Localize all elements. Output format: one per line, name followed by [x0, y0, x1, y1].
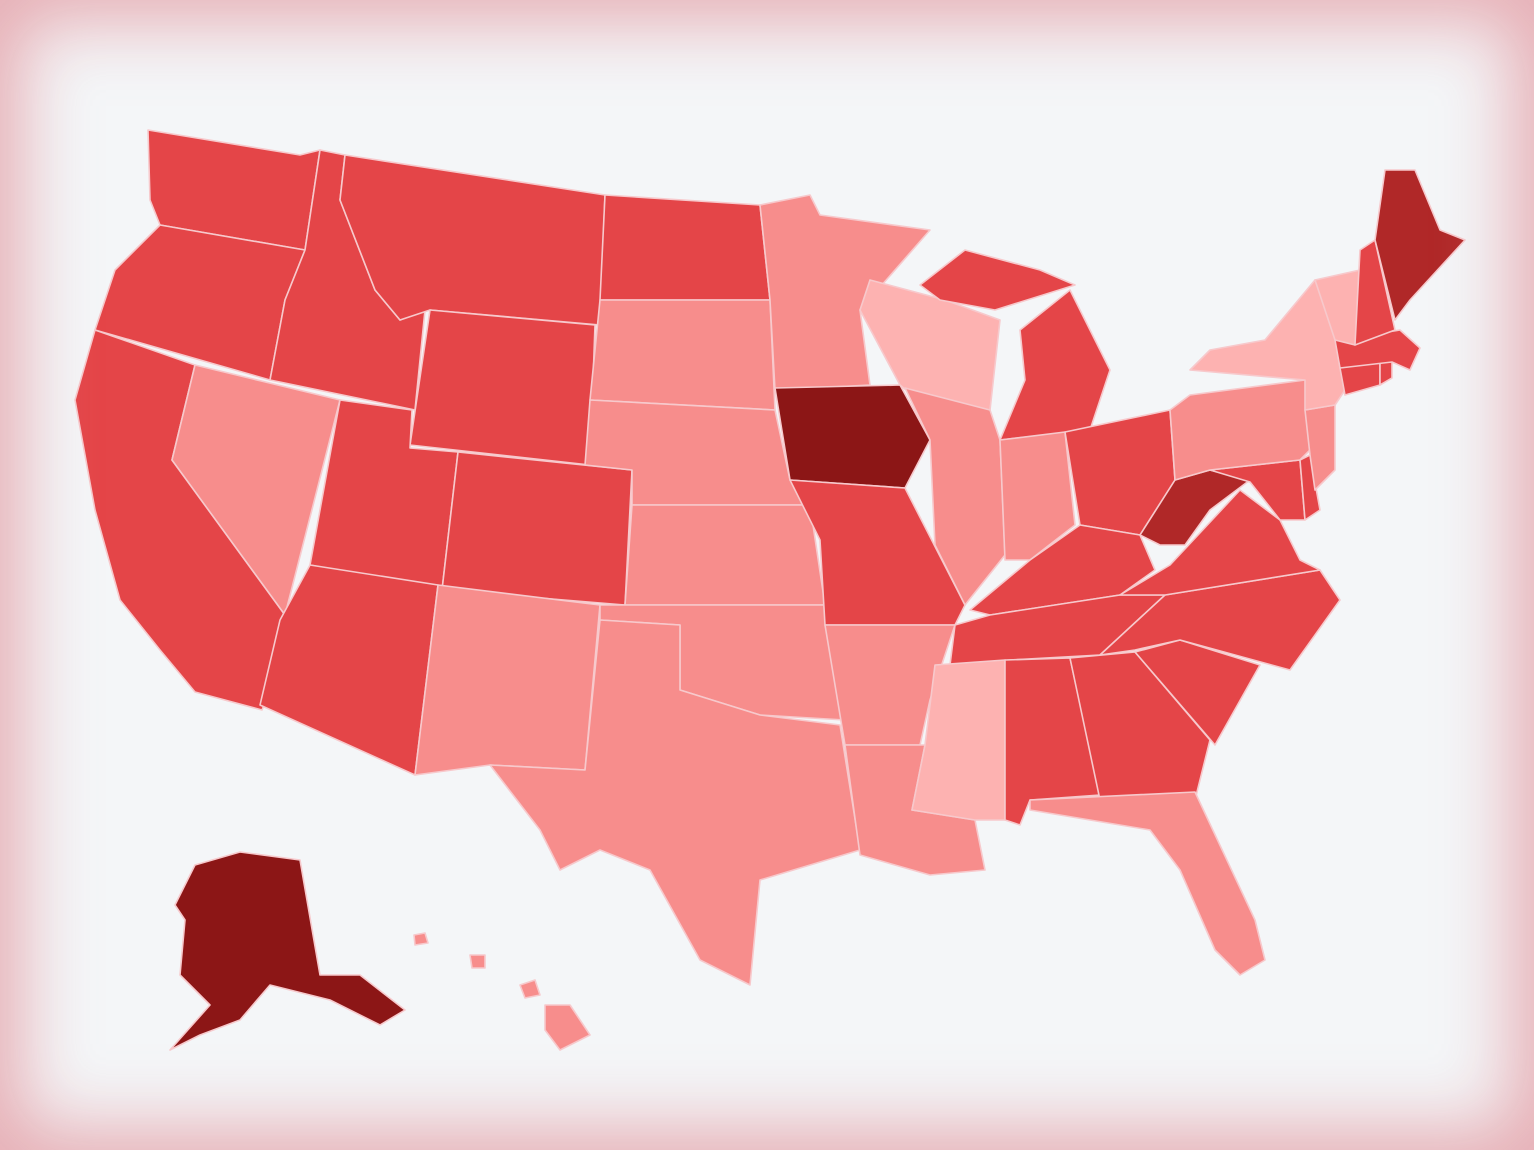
state-hi-kauai[interactable]	[413, 932, 429, 946]
state-wy[interactable]	[409, 309, 596, 466]
state-fl[interactable]	[1029, 791, 1266, 976]
state-co[interactable]	[441, 451, 633, 606]
state-mi-up[interactable]	[919, 249, 1076, 311]
state-ia[interactable]	[774, 384, 931, 489]
contiguous-states	[74, 129, 1466, 986]
state-hi-oahu[interactable]	[469, 954, 486, 969]
state-hi[interactable]	[544, 1004, 591, 1051]
state-ks[interactable]	[624, 504, 826, 606]
state-hi-maui[interactable]	[519, 979, 541, 999]
state-nd[interactable]	[599, 194, 771, 301]
state-az[interactable]	[259, 564, 439, 776]
non-contiguous-states	[169, 851, 591, 1051]
state-va[interactable]	[1119, 489, 1321, 596]
state-nm[interactable]	[414, 584, 601, 776]
state-tx[interactable]	[489, 619, 861, 986]
state-sd[interactable]	[589, 299, 776, 411]
state-ga[interactable]	[1069, 651, 1211, 801]
state-nh[interactable]	[1354, 239, 1396, 346]
state-il[interactable]	[904, 387, 1006, 606]
state-mi[interactable]	[999, 289, 1111, 441]
state-ak[interactable]	[169, 851, 406, 1051]
state-de[interactable]	[1299, 454, 1321, 521]
state-ar[interactable]	[824, 624, 956, 746]
state-in[interactable]	[999, 431, 1076, 561]
state-me[interactable]	[1374, 169, 1466, 321]
